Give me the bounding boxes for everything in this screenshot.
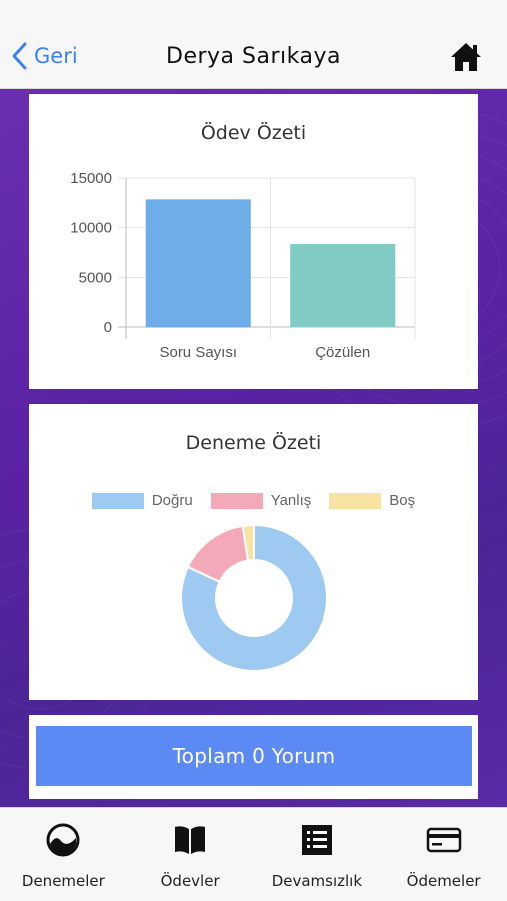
deneme-donut-chart <box>180 523 328 672</box>
y-tick-label: 5000 <box>79 269 112 286</box>
pie-slice[interactable] <box>180 523 328 672</box>
odev-bar-chart: 0 5000 10000 15000 Soru Sayısı Çözülen <box>70 170 416 361</box>
chevron-left-icon <box>12 42 27 70</box>
y-tick-label: 0 <box>104 319 112 336</box>
legend-label: Boş <box>389 492 416 509</box>
nav-header: Geri Derya Sarıkaya <box>0 0 507 89</box>
legend-item[interactable]: Boş <box>329 492 415 509</box>
y-tick-label: 10000 <box>70 220 112 237</box>
tab-label: Ödevler <box>160 872 220 890</box>
tab-odemeler[interactable]: Ödemeler <box>380 808 507 901</box>
page-title: Derya Sarıkaya <box>166 44 341 69</box>
exam-icon <box>46 823 80 857</box>
list-icon <box>301 825 332 855</box>
home-icon[interactable] <box>449 40 483 74</box>
y-tick-label: 15000 <box>70 170 112 187</box>
back-button[interactable]: Geri <box>10 40 78 72</box>
tab-odevler[interactable]: Ödevler <box>127 808 254 901</box>
x-tick-label: Çözülen <box>315 344 370 361</box>
tab-label: Devamsızlık <box>271 872 363 890</box>
credit-card-icon <box>426 827 461 853</box>
deneme-card-title: Deneme Özeti <box>185 432 322 454</box>
tab-label: Ödemeler <box>406 872 481 890</box>
comments-button[interactable]: Toplam 0 Yorum <box>36 726 472 786</box>
deneme-summary-card: Deneme Özeti Doğru Yanlış Boş <box>29 404 478 700</box>
tab-denemeler[interactable]: Denemeler <box>0 808 127 901</box>
x-tick-label: Soru Sayısı <box>159 344 237 361</box>
legend-swatch <box>91 492 144 509</box>
pie-legend: Doğru Yanlış Boş <box>29 492 478 509</box>
back-label: Geri <box>34 44 78 68</box>
odev-summary-card: Ödev Özeti 0 5000 10000 15000 Soru Sayısı Çöz… <box>29 94 478 389</box>
tab-devamsizlik[interactable]: Devamsızlık <box>254 808 381 901</box>
odev-card-title: Ödev Özeti <box>200 122 307 144</box>
comments-card: Toplam 0 Yorum <box>29 715 478 799</box>
legend-swatch <box>210 492 263 509</box>
tab-bar: Denemeler Ödevler Devamsızlık Ödemeler <box>0 807 507 901</box>
book-icon <box>175 826 206 854</box>
legend-item[interactable]: Yanlış <box>210 492 312 509</box>
legend-label: Yanlış <box>270 492 312 509</box>
legend-item[interactable]: Doğru <box>91 492 193 509</box>
legend-swatch <box>329 492 382 509</box>
legend-label: Doğru <box>151 492 193 509</box>
bar[interactable] <box>290 244 396 328</box>
bar[interactable] <box>145 199 251 328</box>
pie-slice[interactable] <box>241 523 255 562</box>
tab-label: Denemeler <box>21 872 105 890</box>
